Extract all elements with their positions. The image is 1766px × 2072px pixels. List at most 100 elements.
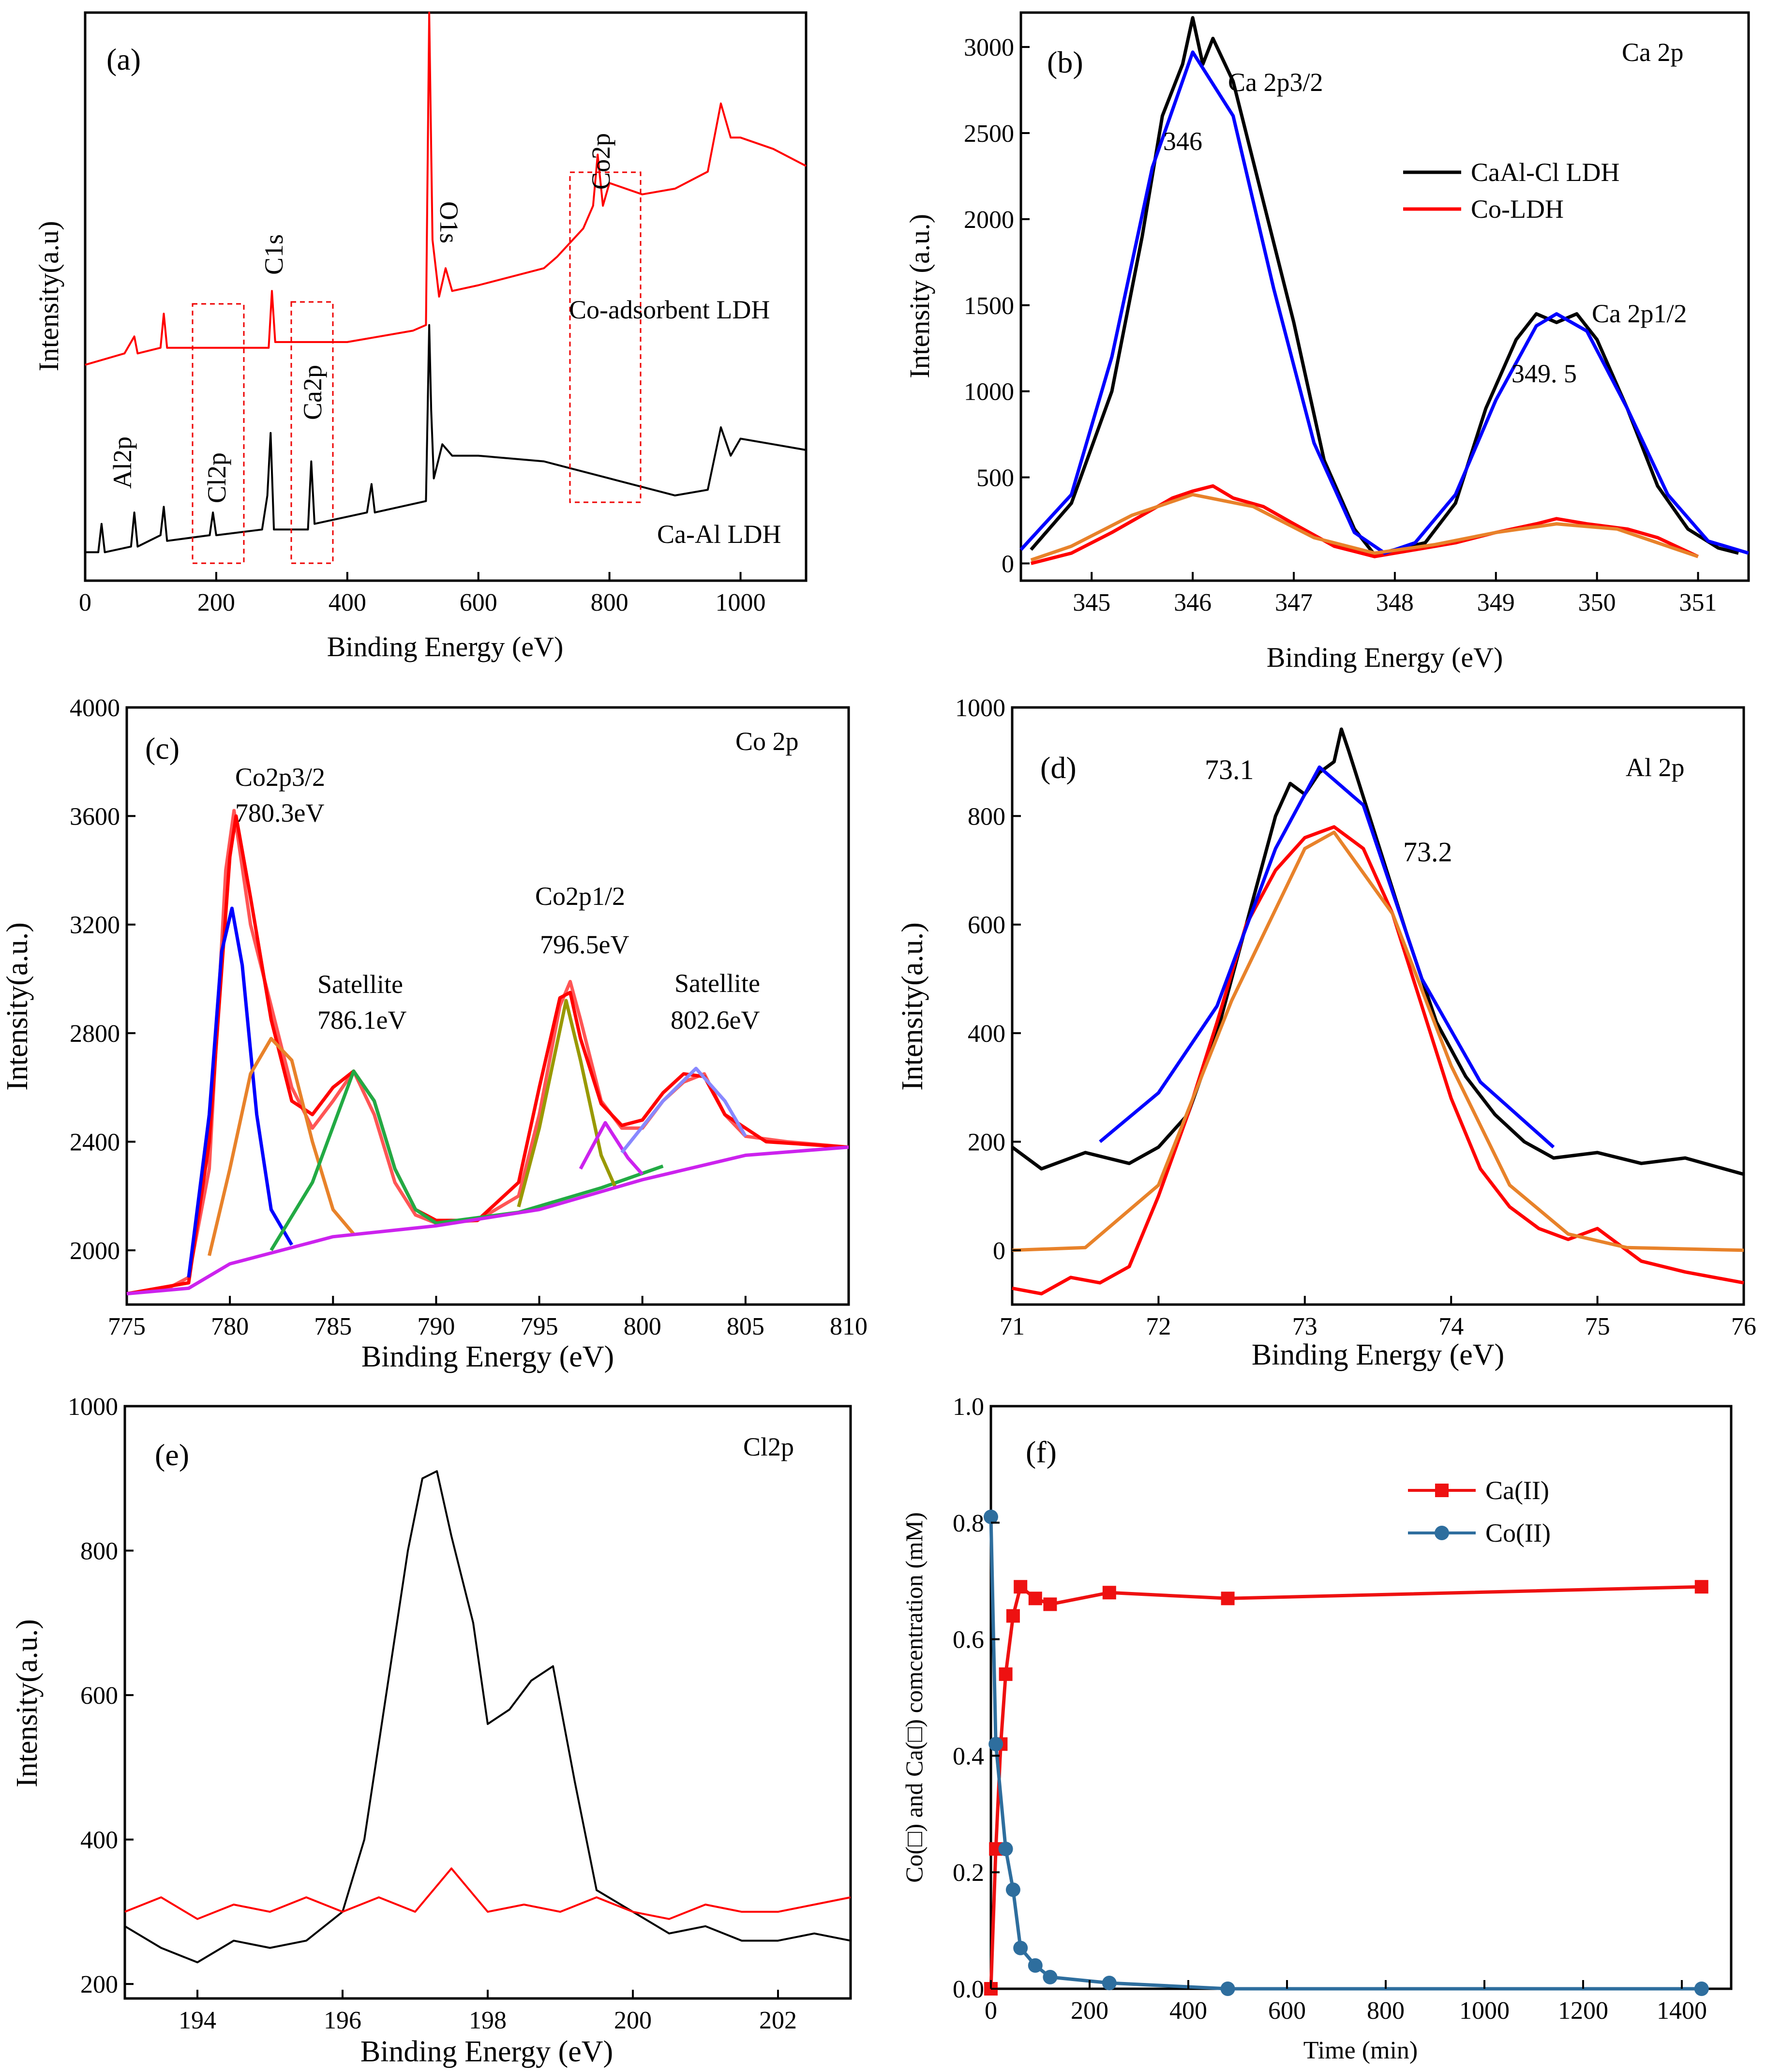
y-tick-label-e-3: 800 xyxy=(80,1538,118,1565)
data-point-f-1-1 xyxy=(988,1737,1003,1752)
x-tick-label-b-2: 347 xyxy=(1275,589,1313,616)
x-axis-label-f: Time (min) xyxy=(1303,2037,1418,2064)
data-point-f-0-5 xyxy=(1014,1580,1028,1594)
highlight-box-ca2p xyxy=(290,301,334,564)
panel-label-b: (b) xyxy=(1047,45,1083,79)
x-tick-label-b-1: 346 xyxy=(1174,589,1212,616)
plot-frame-a xyxy=(84,11,808,582)
series-line-c-0 xyxy=(126,809,849,1296)
annotation-co2p12: Co2p1/2 xyxy=(535,882,625,911)
y-tick-label-b-4: 2000 xyxy=(964,206,1014,234)
legend-f: Ca(II) Co(II) xyxy=(1408,1476,1551,1547)
x-tick-label-f-2: 400 xyxy=(1169,1997,1207,2025)
x-tick-label-f-5: 1000 xyxy=(1459,1997,1510,2025)
y-tick-label-f-1: 0.2 xyxy=(953,1859,984,1887)
series-line-c-2 xyxy=(187,906,294,1278)
series-line-f-1 xyxy=(989,1516,1702,1991)
x-tick-label-f-6: 1200 xyxy=(1558,1997,1608,2025)
annotation-786-1: 786.1eV xyxy=(317,1006,406,1035)
x-axis-label-b: Binding Energy (eV) xyxy=(1267,642,1503,673)
y-tick-label-e-1: 400 xyxy=(80,1827,118,1854)
data-point-f-1-5 xyxy=(1028,1958,1043,1973)
x-tick-label-c-0: 775 xyxy=(108,1313,146,1340)
panel-title-d: Al 2p xyxy=(1626,753,1685,782)
data-point-f-1-4 xyxy=(1013,1940,1028,1955)
x-tick-label-d-3: 74 xyxy=(1438,1313,1464,1340)
panel-title-b: Ca 2p xyxy=(1622,38,1684,67)
panel-label-e: (e) xyxy=(155,1438,189,1472)
x-tick-label-f-1: 200 xyxy=(1071,1997,1108,2025)
y-tick-label-c-0: 2000 xyxy=(70,1237,120,1265)
x-tick-label-b-0: 345 xyxy=(1073,589,1110,616)
data-point-f-0-10 xyxy=(1694,1580,1708,1594)
series-line-d-0 xyxy=(1011,727,1744,1176)
y-tick-label-d-3: 600 xyxy=(968,912,1005,939)
y-axis-label-a: Intensity(a.u) xyxy=(33,221,64,372)
panel-title-e: Cl2p xyxy=(743,1432,794,1461)
data-point-f-1-2 xyxy=(998,1842,1013,1857)
y-tick-label-f-5: 1.0 xyxy=(953,1393,984,1421)
series-line-e-0 xyxy=(124,1470,851,1964)
series-line-c-8 xyxy=(126,1145,849,1296)
annotation-al2p: Al2p xyxy=(108,436,137,489)
annotation-73-2: 73.2 xyxy=(1403,836,1452,868)
series-line-c-3 xyxy=(208,1036,355,1256)
y-tick-label-b-2: 1000 xyxy=(964,378,1014,406)
y-tick-label-d-2: 400 xyxy=(968,1020,1005,1048)
data-point-f-0-9 xyxy=(1221,1592,1235,1606)
y-axis-label-b: Intensity (a.u.) xyxy=(904,214,935,378)
y-tick-label-c-2: 2800 xyxy=(70,1020,120,1048)
x-tick-label-c-7: 810 xyxy=(830,1313,868,1340)
data-point-f-1-6 xyxy=(1043,1969,1058,1984)
plot-frame-b xyxy=(1019,11,1750,582)
series-line-c-7 xyxy=(620,1066,747,1154)
x-axis-label-a: Binding Energy (eV) xyxy=(327,631,564,662)
annotation-co2p: Co2p xyxy=(586,133,615,190)
y-tick-label-e-4: 1000 xyxy=(68,1393,118,1421)
annotation-346: 346 xyxy=(1163,127,1202,156)
y-tick-label-c-5: 4000 xyxy=(70,694,120,722)
data-point-f-1-7 xyxy=(1102,1975,1117,1990)
data-point-f-0-7 xyxy=(1043,1597,1057,1611)
x-tick-label-d-2: 73 xyxy=(1292,1313,1317,1340)
x-tick-label-f-4: 800 xyxy=(1367,1997,1405,2025)
y-tick-label-c-3: 3200 xyxy=(70,912,120,939)
panel-a: 0 200 400 600 800 1000 (a) Al2p Cl2p Ca2p C1s… xyxy=(33,11,808,662)
y-tick-label-f-0: 0.0 xyxy=(953,1976,984,2003)
legend-marker-ca xyxy=(1435,1484,1449,1497)
annotation-co2p32: Co2p3/2 xyxy=(235,763,325,792)
x-tick-label-f-3: 600 xyxy=(1268,1997,1306,2025)
annotation-cl2p: Cl2p xyxy=(202,452,231,503)
legend-label-caal: CaAl-Cl LDH xyxy=(1471,158,1619,187)
y-tick-label-b-6: 3000 xyxy=(964,34,1014,61)
panel-b: 345 346 347 348 349 350 351 0 500 1000 1500 2000 250… xyxy=(904,11,1750,673)
series-line-a-0 xyxy=(85,324,807,554)
x-tick-label-b-5: 350 xyxy=(1578,589,1616,616)
plot-frame-d xyxy=(1011,706,1745,1306)
data-point-f-1-9 xyxy=(1694,1982,1709,1996)
x-tick-label-a-0: 0 xyxy=(79,589,91,616)
panel-label-c: (c) xyxy=(145,731,180,766)
x-tick-label-c-3: 790 xyxy=(417,1313,455,1340)
y-tick-label-c-1: 2400 xyxy=(70,1128,120,1156)
x-tick-label-e-4: 202 xyxy=(759,2007,797,2034)
annotation-co-adsorbent: Co-adsorbent LDH xyxy=(569,295,770,324)
data-point-f-0-6 xyxy=(1028,1592,1042,1606)
x-tick-label-c-4: 795 xyxy=(521,1313,558,1340)
y-tick-label-d-1: 200 xyxy=(968,1128,1005,1156)
panel-label-d: (d) xyxy=(1040,751,1077,785)
series-line-b-0 xyxy=(1030,16,1739,557)
x-tick-label-a-4: 800 xyxy=(591,589,629,616)
y-tick-label-d-0: 0 xyxy=(993,1237,1005,1265)
y-tick-label-b-1: 500 xyxy=(976,465,1014,492)
series-line-c-1 xyxy=(126,814,849,1296)
x-tick-label-e-1: 196 xyxy=(324,2007,361,2034)
panel-label-a: (a) xyxy=(106,42,141,76)
highlight-box-cl2p xyxy=(192,303,245,564)
series-line-d-1 xyxy=(1012,825,1744,1296)
annotation-796-5: 796.5eV xyxy=(540,930,629,959)
series-line-c-6 xyxy=(579,1121,644,1176)
x-tick-label-b-6: 351 xyxy=(1679,589,1717,616)
legend-label-coldh: Co-LDH xyxy=(1471,195,1564,224)
